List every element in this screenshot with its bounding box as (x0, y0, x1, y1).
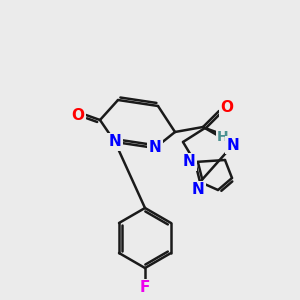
Text: N: N (226, 137, 239, 152)
Text: N: N (192, 182, 204, 197)
Text: N: N (109, 134, 122, 149)
Text: O: O (71, 107, 85, 122)
Text: F: F (140, 280, 150, 296)
Text: N: N (183, 154, 195, 169)
Text: H: H (217, 130, 229, 144)
Text: O: O (220, 100, 233, 116)
Text: N: N (148, 140, 161, 155)
